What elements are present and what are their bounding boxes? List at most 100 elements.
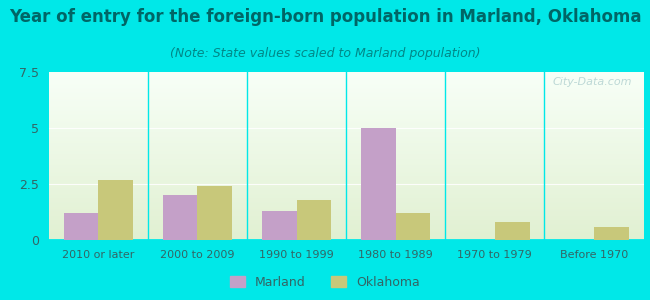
Bar <box>49 113 644 114</box>
Bar <box>49 234 644 235</box>
Bar <box>49 74 644 75</box>
Bar <box>49 177 644 178</box>
Bar <box>49 147 644 148</box>
Bar <box>49 143 644 144</box>
Bar <box>49 204 644 205</box>
Bar <box>49 92 644 93</box>
Bar <box>49 109 644 110</box>
Bar <box>49 82 644 83</box>
Bar <box>49 165 644 166</box>
Bar <box>49 184 644 185</box>
Bar <box>49 124 644 125</box>
Bar <box>49 79 644 80</box>
Bar <box>49 127 644 128</box>
Bar <box>49 215 644 216</box>
Bar <box>49 119 644 120</box>
Bar <box>49 203 644 204</box>
Bar <box>49 196 644 197</box>
Bar <box>49 145 644 146</box>
Bar <box>49 218 644 219</box>
Bar <box>49 229 644 230</box>
Bar <box>49 190 644 191</box>
Bar <box>49 192 644 193</box>
Bar <box>49 76 644 77</box>
Bar <box>49 138 644 139</box>
Bar <box>49 105 644 106</box>
Bar <box>396 213 430 240</box>
Bar <box>49 239 644 240</box>
Bar <box>49 108 644 109</box>
Bar <box>594 226 629 240</box>
Bar <box>49 238 644 239</box>
Bar <box>49 87 644 88</box>
Bar <box>49 141 644 142</box>
Bar <box>49 153 644 154</box>
Bar <box>49 152 644 153</box>
Bar <box>49 197 644 198</box>
Bar <box>49 233 644 234</box>
Bar <box>49 78 644 79</box>
Bar <box>49 160 644 161</box>
Bar <box>49 163 644 164</box>
Bar <box>49 114 644 115</box>
Bar <box>49 173 644 174</box>
Bar <box>49 151 644 152</box>
Bar <box>49 237 644 238</box>
Bar <box>49 198 644 199</box>
Bar <box>49 103 644 104</box>
Bar <box>49 123 644 124</box>
Bar <box>49 168 644 169</box>
Bar <box>49 98 644 99</box>
Bar <box>49 121 644 122</box>
Bar <box>49 131 644 132</box>
Bar <box>49 194 644 195</box>
Bar <box>49 144 644 145</box>
Text: (Note: State values scaled to Marland population): (Note: State values scaled to Marland po… <box>170 46 480 59</box>
Bar <box>49 110 644 111</box>
Bar <box>49 159 644 160</box>
Bar <box>49 169 644 170</box>
Bar <box>49 122 644 123</box>
Bar <box>49 211 644 212</box>
Bar <box>49 94 644 95</box>
Bar <box>49 232 644 233</box>
Bar <box>49 221 644 222</box>
Bar <box>49 224 644 225</box>
Bar <box>49 133 644 134</box>
Bar <box>49 101 644 102</box>
Bar <box>49 201 644 202</box>
Bar <box>49 166 644 167</box>
Bar <box>49 95 644 96</box>
Bar <box>49 72 644 73</box>
Bar <box>49 90 644 91</box>
Bar <box>49 86 644 87</box>
Bar <box>49 102 644 103</box>
Bar <box>49 188 644 189</box>
Bar <box>49 200 644 201</box>
Bar <box>49 226 644 227</box>
Bar <box>49 107 644 108</box>
Bar <box>49 195 644 196</box>
Bar <box>162 195 198 240</box>
Bar <box>49 150 644 151</box>
Bar <box>49 117 644 118</box>
Bar <box>49 187 644 188</box>
Bar <box>49 185 644 186</box>
Bar <box>49 146 644 147</box>
Bar <box>49 180 644 181</box>
Bar <box>49 125 644 126</box>
Bar <box>49 156 644 157</box>
Bar <box>49 97 644 98</box>
Bar <box>49 231 644 232</box>
Bar <box>49 202 644 203</box>
Bar <box>49 199 644 200</box>
Bar <box>49 172 644 173</box>
Bar <box>49 139 644 140</box>
Bar <box>49 213 644 214</box>
Bar <box>49 220 644 221</box>
Bar <box>49 85 644 86</box>
Bar <box>198 186 232 240</box>
Bar <box>49 236 644 237</box>
Bar <box>49 219 644 220</box>
Bar <box>49 115 644 116</box>
